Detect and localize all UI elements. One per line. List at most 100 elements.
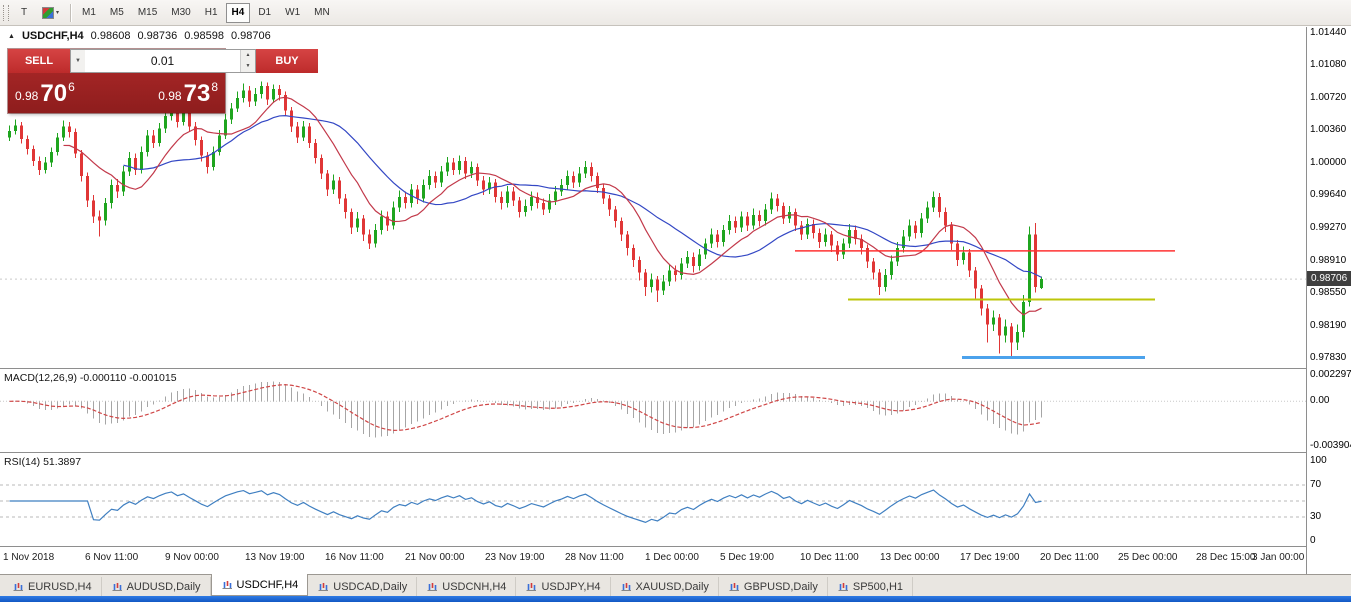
timeframe-button-w1[interactable]: W1 bbox=[279, 3, 306, 23]
tab-sp500-h1[interactable]: SP500,H1 bbox=[828, 577, 913, 596]
price-scale[interactable]: 1.014401.010801.007201.003601.000000.996… bbox=[1306, 27, 1351, 574]
time-axis-label: 16 Nov 11:00 bbox=[325, 552, 384, 563]
macd-axis-label: 0.00 bbox=[1310, 395, 1329, 407]
buy-button[interactable]: BUY bbox=[256, 49, 318, 73]
sell-price-base: 0.98 bbox=[15, 89, 38, 106]
time-axis-label: 1 Dec 00:00 bbox=[645, 552, 699, 563]
tab-label: EURUSD,H4 bbox=[28, 581, 92, 593]
price-axis-label: 0.98550 bbox=[1310, 287, 1346, 299]
time-axis-label: 6 Nov 11:00 bbox=[85, 552, 138, 563]
rsi-panel[interactable] bbox=[0, 453, 1306, 546]
chart-icon bbox=[728, 582, 740, 592]
time-axis-label: 20 Dec 11:00 bbox=[1040, 552, 1099, 563]
lot-size-control: ▼ ▲ ▼ bbox=[70, 49, 256, 73]
buy-price-pips: 73 bbox=[184, 82, 211, 106]
collapse-arrow-icon[interactable]: ▲ bbox=[8, 33, 15, 40]
rsi-axis-label: 30 bbox=[1310, 511, 1321, 523]
timeframe-button-m15[interactable]: M15 bbox=[132, 3, 163, 23]
lot-dropdown-button[interactable]: ▼ bbox=[71, 50, 85, 72]
sell-button[interactable]: SELL bbox=[8, 49, 70, 73]
tab-eurusd-h4[interactable]: EURUSD,H4 bbox=[3, 577, 102, 596]
macd-axis-label: 0.002297 bbox=[1310, 369, 1351, 381]
time-axis-label: 21 Nov 00:00 bbox=[405, 552, 465, 563]
price-axis-label: 0.97830 bbox=[1310, 352, 1346, 364]
rsi-title: RSI(14) 51.3897 bbox=[4, 456, 81, 468]
time-axis-label: 9 Nov 00:00 bbox=[165, 552, 219, 563]
toolbar-drag-handle[interactable] bbox=[3, 5, 9, 21]
chart-icon bbox=[620, 582, 632, 592]
tab-label: AUDUSD,Daily bbox=[127, 581, 201, 593]
time-axis-label: 17 Dec 19:00 bbox=[960, 552, 1020, 563]
tab-usdcad-daily[interactable]: USDCAD,Daily bbox=[308, 577, 417, 596]
lot-increase-button[interactable]: ▲ bbox=[241, 50, 255, 61]
tab-xauusd-daily[interactable]: XAUUSD,Daily bbox=[611, 577, 719, 596]
one-click-trading-panel: SELL ▼ ▲ ▼ BUY 0.98 70 6 0 bbox=[8, 49, 225, 113]
buy-price[interactable]: 0.98 73 8 bbox=[158, 80, 218, 106]
timeframe-button-h1[interactable]: H1 bbox=[199, 3, 224, 23]
chart-icon bbox=[525, 582, 537, 592]
time-axis-label: 23 Nov 19:00 bbox=[485, 552, 545, 563]
price-axis-label: 1.00360 bbox=[1310, 124, 1346, 136]
open-value: 0.98608 bbox=[91, 30, 131, 42]
chart-icon bbox=[426, 582, 438, 592]
tab-usdchf-h4[interactable]: USDCHF,H4 bbox=[211, 574, 309, 596]
taskbar bbox=[0, 596, 1351, 602]
macd-panel[interactable] bbox=[0, 369, 1306, 452]
time-axis-label: 1 Nov 2018 bbox=[3, 552, 54, 563]
price-axis-label: 0.99270 bbox=[1310, 222, 1346, 234]
tab-usdjpy-h4[interactable]: USDJPY,H4 bbox=[516, 577, 610, 596]
chart-workspace: ▲ USDCHF,H4 0.98608 0.98736 0.98598 0.98… bbox=[0, 27, 1351, 574]
tab-usdcnh-h4[interactable]: USDCNH,H4 bbox=[417, 577, 516, 596]
chart-icon bbox=[837, 582, 849, 592]
lot-size-input[interactable] bbox=[85, 50, 240, 72]
chart-header: ▲ USDCHF,H4 0.98608 0.98736 0.98598 0.98… bbox=[8, 30, 271, 42]
rsi-axis-label: 0 bbox=[1310, 535, 1316, 547]
price-axis-label: 0.99640 bbox=[1310, 189, 1346, 201]
time-axis-label: 3 Jan 00:00 bbox=[1252, 552, 1304, 563]
chart-tab-bar: EURUSD,H4 AUDUSD,Daily USDCHF,H4 USDCAD,Dai… bbox=[0, 574, 1351, 596]
toolbar-separator bbox=[70, 4, 71, 22]
rsi-axis-label: 70 bbox=[1310, 479, 1321, 491]
rsi-axis-label: 100 bbox=[1310, 455, 1327, 467]
tab-label: SP500,H1 bbox=[853, 581, 903, 593]
chart-icon bbox=[111, 582, 123, 592]
timeframe-toolbar: M1M5M15M30H1H4D1W1MN bbox=[75, 3, 337, 23]
macd-axis-label: -0.003904 bbox=[1310, 440, 1351, 452]
palette-icon bbox=[42, 7, 54, 19]
tab-audusd-daily[interactable]: AUDUSD,Daily bbox=[102, 577, 211, 596]
timeframe-button-d1[interactable]: D1 bbox=[252, 3, 277, 23]
lot-spinner: ▲ ▼ bbox=[240, 50, 255, 72]
tab-label: USDCHF,H4 bbox=[237, 579, 299, 591]
sell-price-pips: 70 bbox=[40, 82, 67, 106]
price-axis-label: 0.98190 bbox=[1310, 320, 1346, 332]
buy-price-base: 0.98 bbox=[158, 89, 181, 106]
price-axis-label: 0.98910 bbox=[1310, 255, 1346, 267]
mt4-window: T ▾ M1M5M15M30H1H4D1W1MN ▲ USDCHF,H4 0.9… bbox=[0, 0, 1351, 602]
macd-title: MACD(12,26,9) -0.000110 -0.001015 bbox=[4, 372, 177, 384]
timeframe-button-m1[interactable]: M1 bbox=[76, 3, 102, 23]
low-value: 0.98598 bbox=[184, 30, 224, 42]
time-axis-label: 5 Dec 19:00 bbox=[720, 552, 774, 563]
text-tool-button[interactable]: T bbox=[14, 3, 34, 23]
tab-label: USDCAD,Daily bbox=[333, 581, 407, 593]
timeframe-button-h4[interactable]: H4 bbox=[226, 3, 251, 23]
timeframe-button-mn[interactable]: MN bbox=[308, 3, 336, 23]
time-scale[interactable]: 1 Nov 20186 Nov 11:009 Nov 00:0013 Nov 1… bbox=[0, 547, 1306, 574]
sell-price-point: 6 bbox=[68, 80, 75, 94]
bid-price-badge: 0.98706 bbox=[1307, 271, 1351, 286]
chart-template-dropdown-button[interactable]: ▾ bbox=[36, 3, 65, 23]
lot-decrease-button[interactable]: ▼ bbox=[241, 61, 255, 72]
timeframe-button-m5[interactable]: M5 bbox=[104, 3, 130, 23]
timeframe-button-m30[interactable]: M30 bbox=[165, 3, 196, 23]
chart-icon bbox=[317, 582, 329, 592]
tab-label: USDCNH,H4 bbox=[442, 581, 506, 593]
time-axis-label: 13 Dec 00:00 bbox=[880, 552, 940, 563]
price-axis-label: 1.00720 bbox=[1310, 92, 1346, 104]
sell-price[interactable]: 0.98 70 6 bbox=[15, 80, 75, 106]
tab-gbpusd-daily[interactable]: GBPUSD,Daily bbox=[719, 577, 828, 596]
close-value: 0.98706 bbox=[231, 30, 271, 42]
tab-label: XAUUSD,Daily bbox=[636, 581, 709, 593]
time-axis-label: 25 Dec 00:00 bbox=[1118, 552, 1178, 563]
buy-price-point: 8 bbox=[211, 80, 218, 94]
chart-icon bbox=[221, 580, 233, 590]
